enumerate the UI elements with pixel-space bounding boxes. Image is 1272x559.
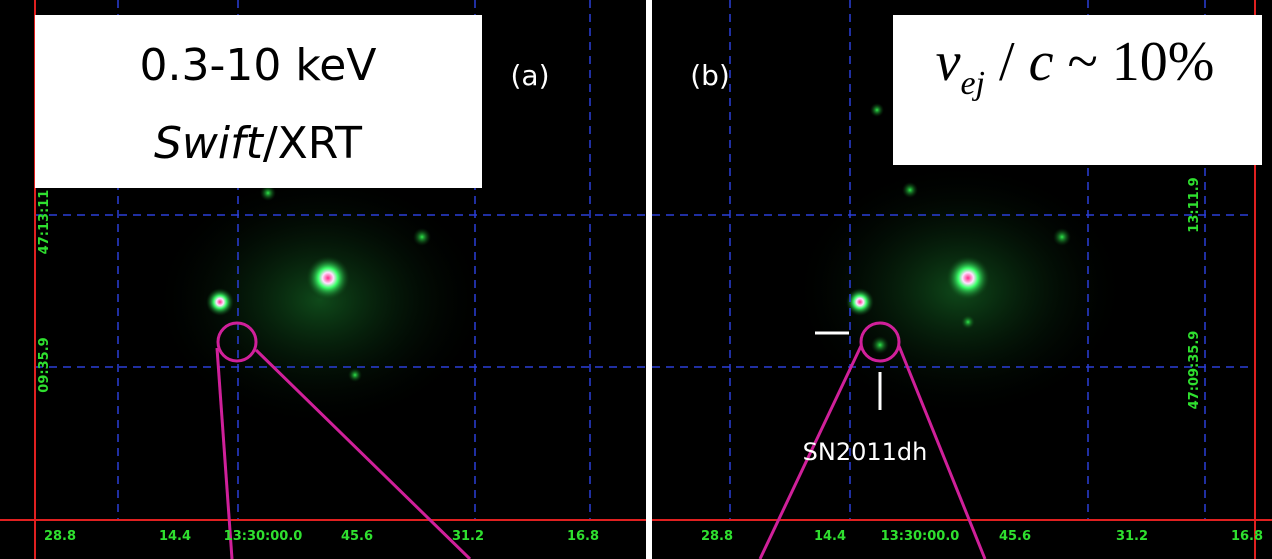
x-tick-label: 28.8 (701, 529, 733, 544)
y-tick-label: 13:11.9 (1187, 177, 1202, 232)
c: c (1029, 31, 1054, 93)
energy-text: 0.3-10 keV (140, 40, 377, 91)
x-tick-label: 31.2 (452, 529, 484, 544)
v-sub: ej (960, 65, 985, 102)
y-tick-label: 09:35.9 (37, 337, 52, 392)
instrument-italic: Swift (154, 118, 265, 169)
x-tick-label: 45.6 (999, 529, 1031, 544)
x-tick-label: 28.8 (44, 529, 76, 544)
x-tick-label: 16.8 (567, 529, 599, 544)
x-tick-label: 13:30:00.0 (881, 529, 960, 544)
ratio: ~ 10% (1053, 31, 1214, 93)
panel-label: (a) (510, 59, 549, 92)
x-tick-label: 45.6 (341, 529, 373, 544)
slash: / (985, 31, 1029, 93)
y-tick-label: 47:09:35.9 (1187, 331, 1202, 410)
x-tick-label: 31.2 (1116, 529, 1148, 544)
source-label: SN2011dh (803, 438, 928, 466)
y-tick-label: 47:13:11 (37, 190, 52, 255)
x-tick-label: 14.4 (814, 529, 846, 544)
v: v (936, 31, 961, 93)
instrument-text: Swift/XRT (154, 118, 362, 169)
instrument-rest: /XRT (263, 118, 362, 169)
figure: 0.3-10 keV Swift/XRT vej / c ~ 10% (a) (… (0, 0, 1272, 559)
x-tick-label: 16.8 (1231, 529, 1263, 544)
x-tick-label: 13:30:00.0 (224, 529, 303, 544)
x-tick-label: 14.4 (159, 529, 191, 544)
divider (646, 0, 652, 559)
panel-label: (b) (690, 59, 730, 92)
